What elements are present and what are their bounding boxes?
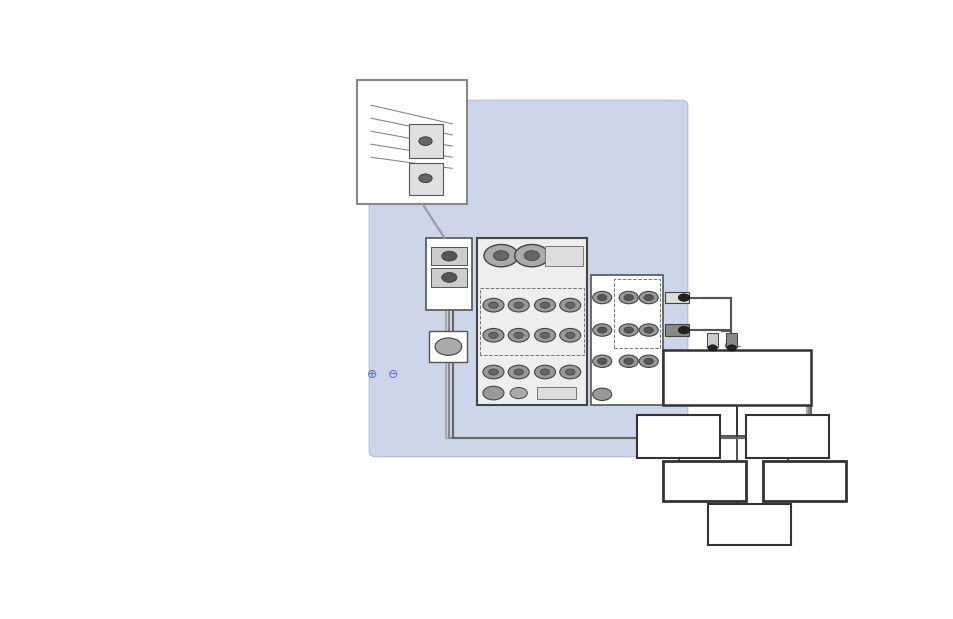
Circle shape [483,245,517,267]
Circle shape [441,272,456,282]
Circle shape [418,174,432,183]
Bar [431,268,467,287]
Circle shape [441,251,456,261]
Circle shape [643,358,653,365]
Circle shape [488,369,497,375]
Circle shape [618,292,638,304]
Circle shape [508,329,529,342]
Circle shape [597,295,606,301]
Bar [762,461,845,501]
Circle shape [418,137,432,145]
Circle shape [559,329,580,342]
Bar [476,238,586,405]
Circle shape [597,358,606,365]
Circle shape [618,355,638,368]
Bar [707,504,790,545]
Circle shape [565,302,575,308]
Circle shape [514,302,523,308]
Circle shape [559,365,580,379]
Circle shape [643,295,653,301]
Circle shape [482,365,503,379]
Bar [537,387,575,399]
Circle shape [643,327,653,333]
Circle shape [493,251,508,261]
Circle shape [514,369,523,375]
Bar [725,333,737,347]
Circle shape [565,332,575,339]
Bar [544,246,583,266]
Circle shape [678,326,689,334]
Bar [662,350,810,405]
FancyBboxPatch shape [369,100,687,457]
Bar [591,275,662,405]
Circle shape [482,386,503,400]
Bar [429,331,467,362]
Bar [431,247,467,266]
Circle shape [524,251,538,261]
Text: ⊕: ⊕ [366,368,377,381]
Circle shape [559,298,580,312]
Circle shape [482,329,503,342]
Circle shape [726,345,736,351]
Circle shape [514,332,523,339]
Circle shape [510,387,527,399]
Circle shape [678,294,689,301]
Circle shape [592,292,611,304]
Circle shape [534,329,555,342]
Circle shape [592,324,611,336]
Circle shape [707,345,717,351]
Circle shape [565,369,575,375]
Bar [706,333,718,347]
Bar [662,461,745,501]
Bar [409,124,442,158]
Bar [745,415,828,458]
Circle shape [623,327,633,333]
Circle shape [618,324,638,336]
Bar [409,163,442,195]
Circle shape [597,327,606,333]
Circle shape [592,388,611,400]
Circle shape [592,355,611,368]
Circle shape [639,292,658,304]
Circle shape [539,369,549,375]
Bar [637,415,720,458]
Circle shape [724,342,736,349]
Bar [426,238,472,310]
Circle shape [482,298,503,312]
Bar [664,292,688,303]
Circle shape [435,338,461,355]
Circle shape [623,295,633,301]
Circle shape [639,355,658,368]
Text: ⊖: ⊖ [387,368,398,381]
Bar [664,324,688,335]
Circle shape [488,302,497,308]
Circle shape [534,298,555,312]
Bar [356,80,466,204]
Circle shape [508,365,529,379]
Circle shape [539,302,549,308]
Circle shape [534,365,555,379]
Circle shape [514,245,549,267]
Circle shape [623,358,633,365]
Circle shape [488,332,497,339]
Circle shape [539,332,549,339]
Circle shape [508,298,529,312]
Circle shape [639,324,658,336]
